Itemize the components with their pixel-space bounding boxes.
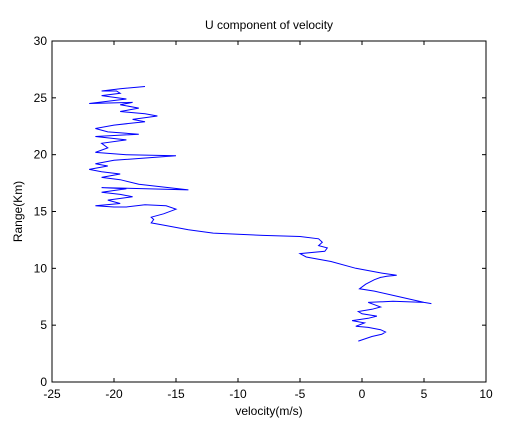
x-tick-label: -25: [43, 387, 61, 401]
y-tick-label: 5: [40, 318, 47, 332]
y-tick-label: 25: [34, 91, 48, 105]
y-tick-label: 10: [34, 261, 48, 275]
y-tick-label: 15: [34, 205, 48, 219]
y-tick-label: 0: [40, 375, 47, 389]
x-tick-label: -5: [295, 387, 306, 401]
x-tick-label: 10: [479, 387, 493, 401]
x-tick-label: 5: [421, 387, 428, 401]
axes-box: [51, 40, 487, 383]
x-axis-label: velocity(m/s): [235, 404, 302, 418]
y-tick-label: 30: [34, 34, 48, 48]
y-axis-label: Range(Km): [11, 181, 25, 242]
velocity-series-line: [89, 86, 432, 342]
x-tick-label: 0: [359, 387, 366, 401]
x-tick-label: -10: [229, 387, 247, 401]
chart-title: U component of velocity: [205, 18, 333, 32]
x-tick-label: -20: [105, 387, 123, 401]
axis-ticks: -25 -20 -15 -10 -5 0 5 10 0 5 10 15 20 25 30: [34, 34, 493, 401]
y-tick-label: 20: [34, 148, 48, 162]
x-tick-label: -15: [167, 387, 185, 401]
